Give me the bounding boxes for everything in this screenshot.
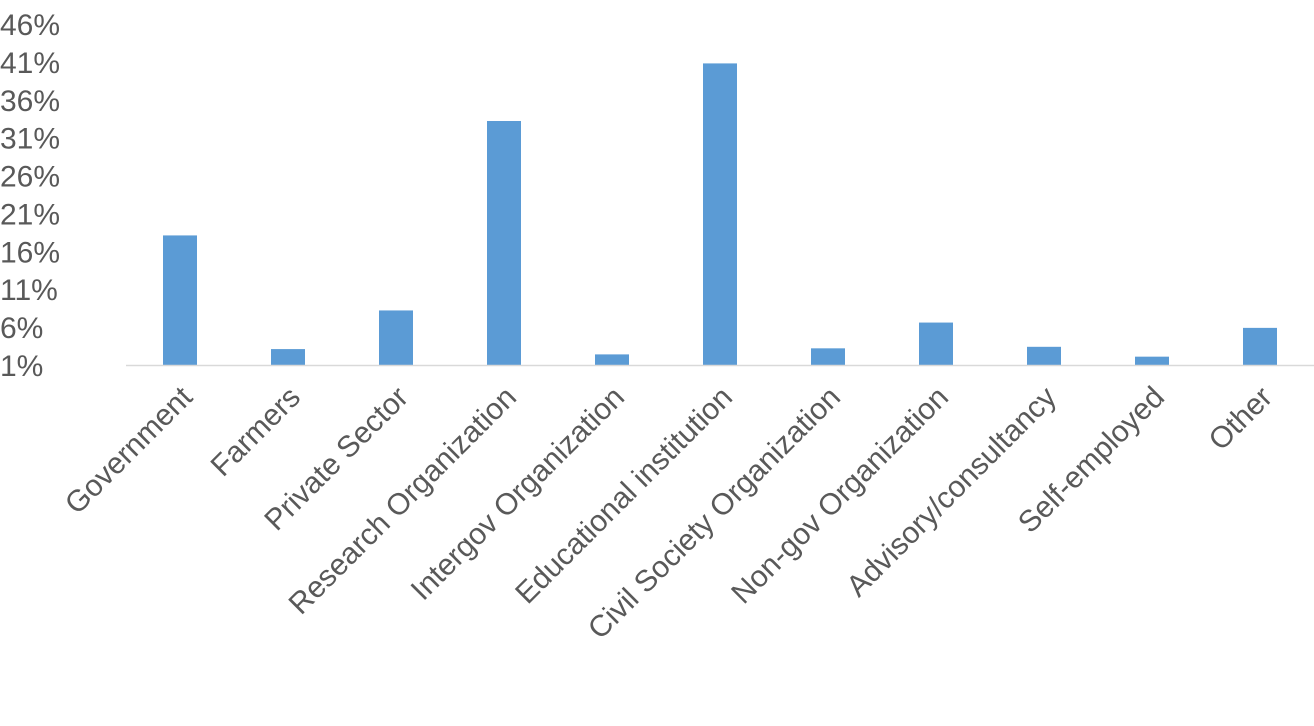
y-tick-label: 41%: [0, 47, 60, 80]
bar: [595, 354, 629, 365]
bars: [163, 63, 1277, 366]
y-tick-label: 36%: [0, 85, 60, 118]
bar: [811, 348, 845, 365]
y-tick-label: 26%: [0, 161, 60, 194]
y-tick-label: 16%: [0, 236, 60, 269]
x-tick-label: Farmers: [205, 381, 307, 483]
y-tick-label: 6%: [0, 312, 43, 345]
x-tick-label: Educational institution: [509, 381, 739, 611]
x-tick-label: Advisory/consultancy: [840, 381, 1063, 604]
x-tick-label: Non-gov Organization: [725, 381, 955, 611]
bar: [1243, 327, 1277, 365]
y-tick-label: 31%: [0, 123, 60, 156]
x-tick-label: Government: [59, 380, 200, 521]
bar: [1027, 346, 1061, 365]
y-axis-ticks: 1% 6% 11% 16% 21% 26% 31% 36% 41% 46%: [0, 9, 60, 383]
x-tick-label: Intergov Organization: [405, 381, 631, 607]
y-tick-label: 11%: [0, 274, 58, 307]
bar: [271, 349, 305, 365]
bar: [487, 120, 521, 366]
bar: [919, 322, 953, 365]
y-tick-label: 46%: [0, 9, 60, 42]
bar: [379, 310, 413, 365]
y-tick-label: 21%: [0, 198, 60, 231]
bar: [1135, 356, 1169, 365]
bar: [703, 63, 737, 365]
x-tick-label: Other: [1203, 381, 1279, 457]
bar: [163, 235, 197, 365]
y-tick-label: 1%: [0, 350, 43, 383]
